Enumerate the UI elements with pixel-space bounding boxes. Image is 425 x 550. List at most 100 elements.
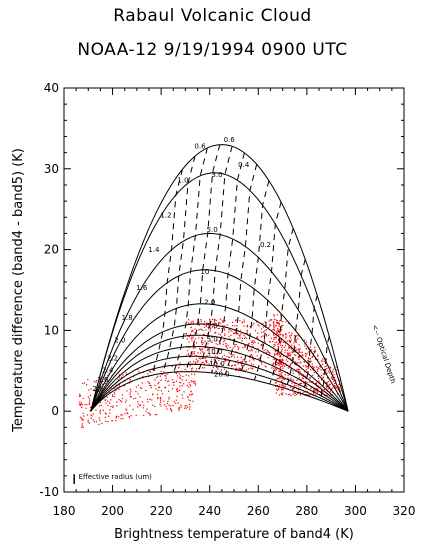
data-point: [260, 344, 262, 346]
data-point: [211, 341, 213, 343]
data-point: [239, 335, 241, 337]
data-point: [237, 348, 239, 350]
data-point: [278, 353, 280, 355]
data-point: [180, 377, 182, 379]
data-point: [112, 406, 114, 408]
data-point: [299, 362, 301, 364]
optical-depth-isoline: [185, 144, 221, 372]
data-point: [126, 390, 128, 392]
data-point: [298, 374, 300, 376]
data-point: [304, 380, 306, 383]
data-point: [126, 409, 128, 411]
data-point: [309, 393, 311, 396]
data-point: [310, 349, 313, 351]
data-point: [256, 355, 258, 357]
data-point: [317, 354, 319, 356]
data-point: [244, 346, 246, 348]
data-point: [88, 398, 90, 400]
data-point: [298, 355, 300, 358]
data-point: [335, 366, 337, 368]
data-point: [168, 396, 170, 398]
data-point: [205, 325, 207, 327]
data-point: [206, 355, 208, 357]
data-point: [289, 341, 291, 344]
data-point: [240, 363, 243, 365]
data-point: [314, 389, 316, 391]
data-point: [124, 385, 126, 387]
data-point: [240, 369, 242, 371]
data-point: [292, 387, 294, 389]
data-point: [164, 387, 166, 389]
data-point: [176, 395, 178, 397]
data-point: [88, 389, 90, 391]
effective-radius-curve: [90, 346, 349, 412]
data-point: [168, 384, 170, 386]
data-point: [209, 320, 211, 322]
data-point: [220, 369, 222, 371]
data-point: [278, 324, 280, 326]
data-point: [309, 377, 311, 379]
data-point: [264, 338, 266, 340]
data-point: [278, 362, 280, 364]
data-point: [276, 368, 278, 370]
data-point: [185, 379, 187, 381]
data-point: [191, 331, 193, 333]
data-point: [79, 404, 81, 407]
data-point: [105, 402, 107, 404]
data-point: [81, 423, 83, 425]
data-point: [281, 394, 284, 396]
data-point: [185, 355, 187, 357]
data-point: [179, 407, 181, 409]
data-point: [224, 333, 226, 335]
data-point: [207, 347, 209, 349]
data-point: [250, 354, 252, 356]
data-point: [210, 359, 212, 361]
effective-radius-curve: [90, 232, 349, 412]
data-point: [189, 408, 191, 410]
data-point: [214, 324, 216, 326]
data-point: [289, 347, 291, 349]
data-point: [155, 388, 157, 390]
data-point: [288, 346, 290, 348]
data-point: [191, 321, 193, 323]
data-point: [313, 351, 315, 353]
data-point: [150, 371, 152, 373]
data-point: [226, 324, 228, 326]
data-point: [329, 366, 331, 368]
data-point: [160, 379, 162, 381]
data-point: [82, 419, 84, 421]
curve-labels-layer: 0.6 1.0 1.2 1.4 1.6 1.8 2.0 2.2 2.4 2.62.8 0.6 0.4 3…: [73, 136, 271, 484]
data-point: [156, 376, 158, 379]
data-point: [288, 322, 290, 324]
data-point: [278, 363, 280, 365]
data-point: [325, 371, 327, 373]
data-point: [181, 385, 183, 387]
data-point: [297, 356, 299, 358]
data-point: [303, 384, 305, 387]
radius-curves-layer: [90, 144, 349, 412]
data-point: [269, 341, 272, 343]
data-point: [288, 367, 290, 369]
data-point: [191, 367, 194, 369]
data-point: [265, 366, 267, 368]
data-point: [306, 394, 308, 396]
effective-radius-curve: [90, 172, 349, 412]
data-point: [147, 401, 149, 403]
data-point: [271, 367, 273, 369]
data-point: [215, 370, 217, 372]
data-point: [278, 359, 281, 361]
data-point: [305, 364, 307, 367]
data-point: [285, 333, 287, 335]
data-point: [228, 364, 231, 366]
data-point: [228, 331, 230, 333]
data-point: [98, 423, 100, 425]
data-point: [303, 374, 305, 376]
data-point: [92, 419, 94, 421]
data-point: [217, 324, 220, 326]
data-point: [216, 367, 218, 369]
data-point: [316, 390, 318, 392]
data-point: [219, 322, 221, 324]
data-point: [297, 389, 300, 391]
data-point: [310, 360, 312, 362]
data-point: [221, 356, 224, 358]
